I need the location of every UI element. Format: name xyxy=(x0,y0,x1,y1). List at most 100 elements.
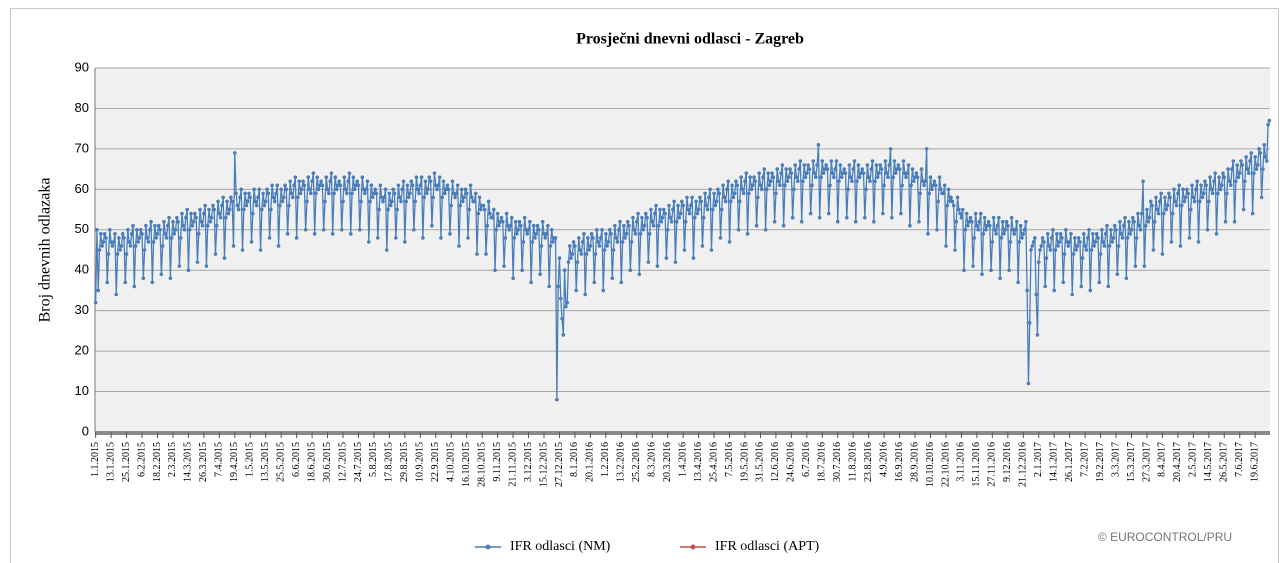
data-point xyxy=(1045,232,1050,236)
data-point xyxy=(1047,244,1051,248)
data-point xyxy=(875,175,880,179)
data-point xyxy=(184,215,188,220)
data-point xyxy=(987,223,992,228)
data-point xyxy=(1183,195,1188,200)
data-point xyxy=(1210,191,1215,196)
x-tick-label: 26.3.2015 xyxy=(198,442,209,482)
data-point xyxy=(137,236,142,240)
x-tick-label: 23.8.2016 xyxy=(863,442,874,482)
data-point xyxy=(1219,183,1224,188)
data-point xyxy=(588,244,593,248)
data-point xyxy=(852,159,857,163)
data-point xyxy=(1089,248,1094,252)
data-point xyxy=(173,227,178,232)
data-point xyxy=(658,207,662,212)
data-point xyxy=(793,163,798,167)
data-point xyxy=(395,207,399,212)
data-point xyxy=(1098,252,1103,256)
data-point xyxy=(175,215,179,220)
data-point xyxy=(837,179,841,184)
data-point xyxy=(789,171,794,175)
data-point xyxy=(245,199,250,204)
data-point xyxy=(587,248,591,252)
data-point xyxy=(265,187,269,192)
data-point xyxy=(759,187,764,192)
data-point xyxy=(651,223,656,228)
x-tick-label: 16.9.2016 xyxy=(894,442,905,482)
data-point xyxy=(390,199,394,204)
data-point xyxy=(583,292,588,297)
x-tick-label: 1.2.2016 xyxy=(600,442,611,477)
x-tick-label: 25.1.2015 xyxy=(121,442,132,482)
data-point xyxy=(341,199,345,204)
y-tick-label: 70 xyxy=(75,140,89,155)
data-point xyxy=(677,215,682,220)
data-point xyxy=(904,175,908,179)
data-point xyxy=(252,187,256,192)
data-point xyxy=(1133,264,1138,268)
data-point xyxy=(283,183,287,188)
data-point xyxy=(372,191,376,196)
data-point xyxy=(1235,163,1239,167)
x-tick-label: 10.10.2016 xyxy=(925,442,936,487)
data-point xyxy=(918,191,923,196)
data-point xyxy=(1006,223,1010,228)
data-point xyxy=(744,171,749,175)
data-point xyxy=(497,223,501,228)
data-point xyxy=(824,163,828,167)
x-tick-label: 2.1.2017 xyxy=(1033,442,1044,477)
data-point xyxy=(578,248,582,252)
data-point xyxy=(985,223,990,228)
data-point xyxy=(801,179,805,184)
data-point xyxy=(461,199,465,204)
data-point xyxy=(468,183,473,188)
data-point xyxy=(634,219,639,224)
data-point xyxy=(1213,171,1218,175)
data-point xyxy=(935,227,939,232)
data-point xyxy=(941,191,946,196)
data-point xyxy=(768,179,773,184)
data-point xyxy=(180,211,184,216)
data-point xyxy=(196,232,201,236)
data-point xyxy=(652,211,657,216)
data-point xyxy=(990,240,995,244)
data-point xyxy=(710,207,715,212)
data-point xyxy=(874,163,879,167)
x-tick-label: 25.4.2016 xyxy=(708,442,719,482)
data-point xyxy=(488,211,492,216)
data-point xyxy=(495,211,500,216)
data-point xyxy=(915,175,920,179)
data-point xyxy=(786,175,791,179)
data-point xyxy=(698,195,702,200)
data-point xyxy=(557,256,562,260)
data-point xyxy=(352,187,357,192)
data-point xyxy=(338,183,343,188)
data-point xyxy=(1029,248,1033,252)
data-point xyxy=(346,179,350,184)
data-point xyxy=(923,179,928,184)
data-point xyxy=(203,203,207,208)
data-point xyxy=(485,223,490,228)
data-point xyxy=(1116,244,1121,248)
data-point xyxy=(279,187,283,192)
data-point xyxy=(1250,211,1255,216)
data-point xyxy=(1232,219,1237,224)
data-point xyxy=(261,191,265,196)
data-point xyxy=(1236,175,1241,179)
data-point xyxy=(424,191,429,196)
data-point xyxy=(1112,223,1117,228)
data-point xyxy=(999,236,1004,240)
data-point xyxy=(1102,244,1107,248)
data-point xyxy=(1060,236,1064,240)
data-point xyxy=(370,195,375,200)
data-point xyxy=(1207,199,1211,204)
data-point xyxy=(615,240,620,244)
data-point xyxy=(1007,268,1011,273)
data-point xyxy=(223,215,228,220)
data-point xyxy=(133,244,138,248)
data-point xyxy=(386,207,390,212)
data-point xyxy=(93,300,98,305)
data-point xyxy=(231,244,236,248)
x-tick-label: 15.3.2017 xyxy=(1126,442,1137,482)
data-point xyxy=(1137,223,1142,228)
